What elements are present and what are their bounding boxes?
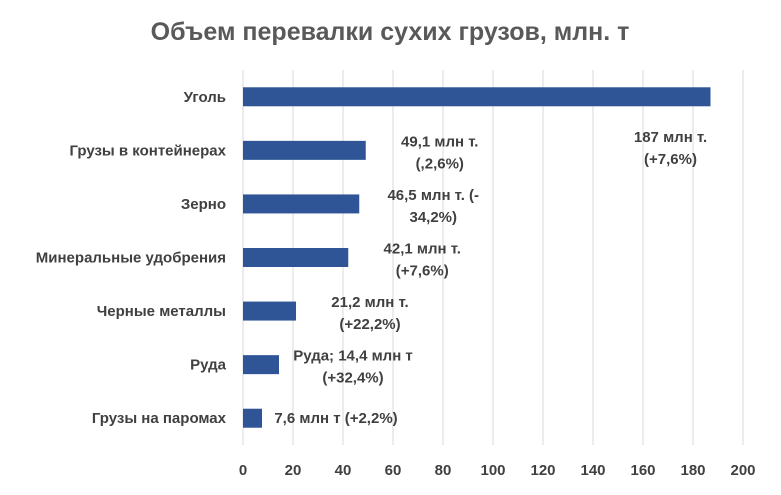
data-label: 187 млн т. <box>634 129 707 146</box>
x-tick-label: 120 <box>530 462 555 479</box>
data-label: (+7,6%) <box>396 263 449 280</box>
bars <box>243 87 711 428</box>
data-labels: 187 млн т. (+7,6%) 49,1 млн т. (,2,6%) 46,5 … <box>274 129 707 427</box>
bar <box>243 408 262 428</box>
data-label: (+32,4%) <box>322 370 383 387</box>
x-tick-label: 180 <box>680 462 705 479</box>
x-tick-label: 100 <box>480 462 505 479</box>
category-label: Уголь <box>184 89 226 106</box>
category-label: Руда <box>190 357 226 374</box>
category-label: Минеральные удобрения <box>36 250 226 267</box>
category-label: Грузы в контейнерах <box>69 142 226 159</box>
data-label: 49,1 млн т. <box>401 133 478 150</box>
bar <box>243 248 349 267</box>
chart-title: Объем перевалки сухих грузов, млн. т <box>151 18 630 46</box>
bar <box>243 140 366 160</box>
data-label: 34,2%) <box>409 209 457 226</box>
data-label: 21,2 млн т. <box>331 294 408 311</box>
bar <box>243 301 296 321</box>
x-tick-label: 140 <box>580 462 605 479</box>
x-tick-label: 20 <box>285 462 302 479</box>
data-label: Руда; 14,4 млн т <box>293 348 413 365</box>
x-tick-label: 60 <box>385 462 402 479</box>
data-label: 46,5 млн т. (- <box>387 187 479 204</box>
category-labels: Уголь Грузы в контейнерах Зерно Минеральные… <box>36 89 227 427</box>
bar <box>243 194 360 214</box>
gridlines <box>242 70 744 445</box>
data-label: 42,1 млн т. <box>384 241 461 258</box>
x-axis-tick-labels: 0 20 40 60 80 100 120 140 160 180 200 <box>239 462 756 479</box>
bar <box>243 87 711 107</box>
category-label: Черные металлы <box>97 303 226 320</box>
data-label: (,2,6%) <box>416 155 464 172</box>
data-label: (+7,6%) <box>644 151 697 168</box>
x-tick-label: 0 <box>239 462 247 479</box>
data-label: (+22,2%) <box>339 316 400 333</box>
category-label: Грузы на паромах <box>92 410 227 427</box>
x-tick-label: 160 <box>630 462 655 479</box>
x-tick-label: 40 <box>335 462 352 479</box>
bar <box>243 355 279 375</box>
data-label: 7,6 млн т (+2,2%) <box>274 410 397 427</box>
x-tick-label: 80 <box>435 462 452 479</box>
x-tick-label: 200 <box>730 462 755 479</box>
category-label: Зерно <box>181 196 226 213</box>
